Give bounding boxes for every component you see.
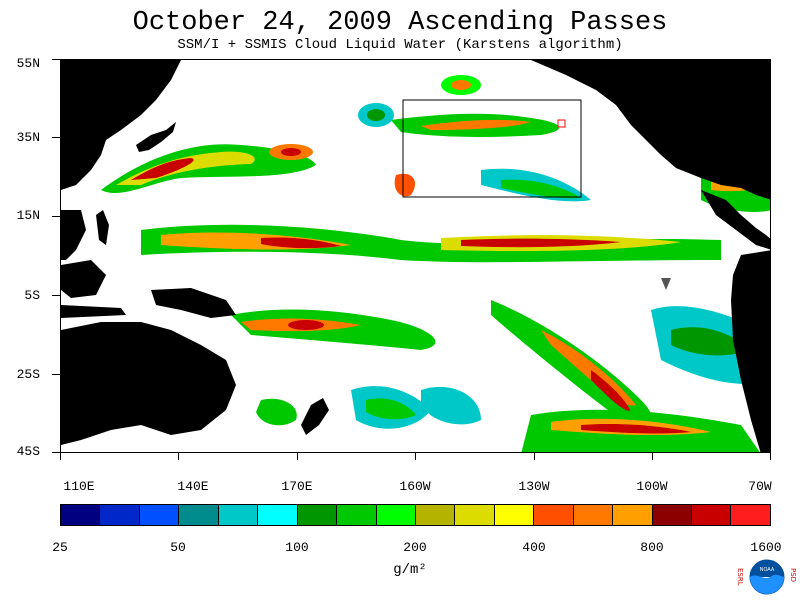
lon-tick [415, 453, 416, 460]
chart-subtitle: SSM/I + SSMIS Cloud Liquid Water (Karste… [177, 37, 623, 53]
noaa-logo-icon: NOAA ESRL PSD [736, 559, 797, 595]
lat-tick [52, 59, 60, 60]
chart-title: October 24, 2009 Ascending Passes [132, 8, 668, 38]
colorbar-label-50: 50 [170, 540, 186, 555]
colorbar-label-100: 100 [285, 540, 309, 555]
lat-tick [52, 452, 60, 453]
lon-tick [60, 453, 61, 460]
colorbar-label-25: 25 [52, 540, 68, 555]
lon-tick [297, 453, 298, 460]
colorbar-swatch [100, 505, 140, 525]
colorbar-swatch [652, 505, 692, 525]
region-box [402, 99, 582, 198]
lon-label-110e: 110E [63, 479, 95, 494]
colorbar-swatch [692, 505, 732, 525]
colorbar [60, 504, 771, 526]
colorbar-swatch [534, 505, 574, 525]
cloud-water-map [61, 60, 770, 452]
colorbar-label-400: 400 [522, 540, 546, 555]
lon-label-130w: 130W [518, 479, 550, 494]
lat-label-45s: 45S [16, 444, 40, 459]
lat-label-5s: 5S [24, 288, 40, 303]
colorbar-swatch [61, 505, 101, 525]
colorbar-label-800: 800 [640, 540, 664, 555]
lat-tick [52, 216, 60, 217]
land-masses [61, 60, 770, 452]
lat-label-15n: 15N [16, 208, 40, 223]
colorbar-swatch [179, 505, 219, 525]
colorbar-swatch [455, 505, 495, 525]
colorbar-swatch [258, 505, 298, 525]
colorbar-swatch [613, 505, 653, 525]
colorbar-swatch [415, 505, 456, 525]
map-panel [60, 59, 771, 453]
colorbar-swatch [731, 505, 770, 525]
lon-label-140e: 140E [177, 479, 209, 494]
colorbar-swatch [297, 505, 338, 525]
colorbar-swatch [494, 505, 535, 525]
lon-label-70w: 70W [748, 479, 772, 494]
logo-psd-text: PSD [789, 568, 797, 582]
colorbar-swatch [376, 505, 416, 525]
lat-tick [52, 137, 60, 138]
colorbar-label-200: 200 [403, 540, 427, 555]
lon-label-170e: 170E [281, 479, 313, 494]
lat-tick [52, 374, 60, 375]
lon-tick [770, 453, 771, 460]
units-label: g/m² [393, 562, 427, 578]
lon-tick [534, 453, 535, 460]
gray-marker [661, 278, 671, 290]
red-marker [557, 119, 566, 128]
colorbar-swatch [139, 505, 180, 525]
lon-label-100w: 100W [636, 479, 668, 494]
lon-label-160w: 160W [399, 479, 431, 494]
colorbar-swatch [218, 505, 259, 525]
lat-tick [52, 295, 60, 296]
lat-label-35n: 35N [16, 130, 40, 145]
colorbar-swatch [337, 505, 377, 525]
lat-label-55n: 55N [16, 56, 40, 71]
cloud-field [101, 75, 770, 452]
logo-esrl-text: ESRL [736, 568, 744, 586]
colorbar-swatch [573, 505, 614, 525]
lat-label-25s: 25S [16, 367, 40, 382]
colorbar-label-1600: 1600 [750, 540, 782, 555]
lon-tick [652, 453, 653, 460]
lon-tick [178, 453, 179, 460]
logo-center-text: NOAA [760, 567, 775, 573]
